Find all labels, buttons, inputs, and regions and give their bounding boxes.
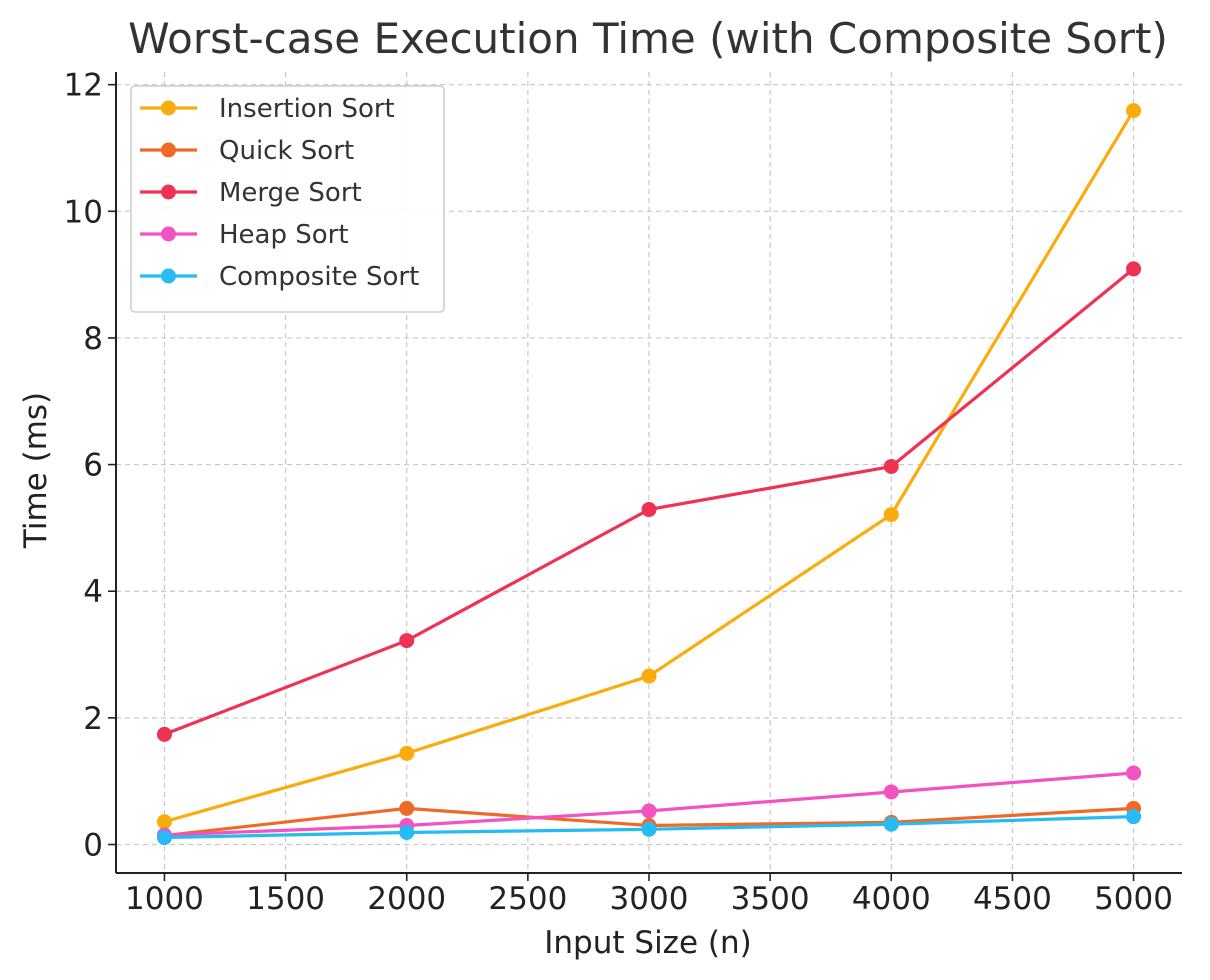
series-merge-sort (156, 261, 1142, 742)
legend-swatch-marker (161, 226, 176, 242)
data-point (883, 458, 899, 474)
x-axis-label: Input Size (n) (544, 925, 751, 961)
data-point (641, 821, 657, 837)
data-point (1126, 103, 1142, 119)
series-group (156, 103, 1142, 846)
legend-swatch-marker (161, 100, 176, 116)
data-point (883, 784, 899, 800)
series-insertion-sort (156, 103, 1142, 830)
data-point (1126, 809, 1142, 825)
data-point (399, 824, 415, 840)
x-tick-label: 1500 (246, 881, 325, 917)
data-point (883, 507, 899, 523)
y-tick-label: 10 (64, 194, 103, 230)
legend-item-heap-sort: Heap Sort (140, 220, 349, 250)
x-tick-label: 3000 (610, 881, 689, 917)
chart-title: Worst-case Execution Time (with Composit… (128, 14, 1168, 63)
legend-item-merge-sort: Merge Sort (140, 178, 362, 208)
legend-item-quick-sort: Quick Sort (140, 136, 354, 166)
data-point (641, 502, 657, 518)
x-tick-label: 4000 (852, 881, 931, 917)
legend: Insertion Sort Quick Sort Merge Sort Heap S… (130, 85, 445, 313)
x-tick-label: 2000 (367, 881, 446, 917)
legend-swatch-marker (161, 184, 176, 200)
x-tick-label: 2500 (488, 881, 567, 917)
legend-label: Insertion Sort (219, 94, 395, 124)
legend-box (130, 85, 445, 313)
data-point (1126, 765, 1142, 781)
data-point (399, 633, 415, 649)
legend-swatch-marker (161, 268, 176, 284)
legend-item-insertion-sort: Insertion Sort (140, 94, 395, 124)
grid (116, 72, 1182, 873)
legend-label: Quick Sort (219, 136, 354, 166)
data-point (156, 830, 172, 846)
data-point (156, 726, 172, 742)
series-line (163, 267, 1135, 736)
data-point (641, 803, 657, 819)
data-point (641, 668, 657, 684)
x-tick-label: 4500 (973, 881, 1052, 917)
y-axis-label: Time (ms) (18, 392, 54, 549)
legend-label: Heap Sort (219, 220, 349, 250)
legend-swatch-marker (161, 142, 176, 158)
legend-item-composite-sort: Composite Sort (140, 262, 419, 292)
y-tick-label: 0 (83, 828, 103, 864)
y-tick-label: 4 (83, 574, 103, 610)
data-point (399, 800, 415, 816)
series-composite-sort (156, 809, 1142, 846)
tick-labels: 1000 1500 2000 2500 3000 3500 4000 4500 5000 0 2 4 6… (64, 68, 1173, 917)
y-tick-label: 8 (83, 321, 103, 357)
data-point (883, 816, 899, 832)
legend-label: Composite Sort (219, 262, 419, 292)
x-tick-label: 5000 (1094, 881, 1173, 917)
data-point (399, 745, 415, 761)
data-point (1126, 261, 1142, 277)
axes (108, 72, 1182, 881)
data-point (156, 814, 172, 830)
legend-label: Merge Sort (219, 178, 362, 208)
x-tick-label: 1000 (125, 881, 204, 917)
y-tick-label: 2 (83, 701, 103, 737)
y-tick-label: 6 (83, 448, 103, 484)
y-tick-label: 12 (64, 68, 103, 104)
x-tick-label: 3500 (731, 881, 810, 917)
